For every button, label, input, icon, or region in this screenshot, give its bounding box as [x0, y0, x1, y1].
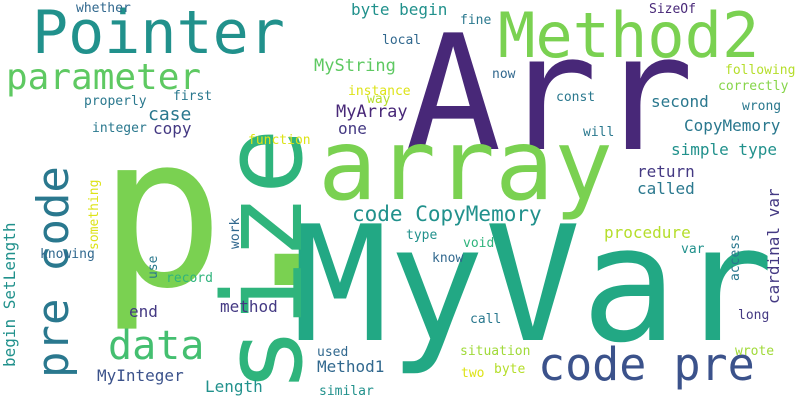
word-var: var	[681, 242, 705, 257]
word-record: record	[166, 271, 213, 286]
word-integer: integer	[92, 121, 147, 136]
word-work: work	[228, 217, 243, 249]
word-something: something	[87, 179, 102, 250]
word-mystring: MyString	[314, 56, 396, 76]
word-simple-type: simple type	[671, 140, 777, 159]
word-first: first	[173, 89, 213, 104]
word-access: access	[728, 234, 743, 281]
word-situation: situation	[460, 344, 531, 359]
word-following: following	[725, 63, 796, 78]
word-return: return	[637, 162, 695, 181]
word-correctly: correctly	[718, 79, 789, 94]
word-function: function	[248, 133, 311, 148]
word-knowing: knowing	[40, 247, 95, 262]
word-used: used	[317, 345, 349, 360]
word-will: will	[583, 125, 615, 140]
word-myvar: MyVar	[292, 191, 774, 378]
word-call: call	[470, 312, 502, 327]
word-now: now	[492, 67, 516, 82]
word-method: method	[220, 297, 278, 316]
word-two: two	[461, 366, 485, 381]
word-long: long	[738, 308, 770, 323]
word-one: one	[338, 119, 367, 138]
word-pre-code: pre code	[28, 166, 79, 378]
word-local: local	[382, 33, 422, 48]
word-myarray: MyArray	[336, 102, 408, 122]
word-length: Length	[205, 377, 263, 396]
word-way: way	[367, 92, 391, 107]
word-properly: properly	[84, 94, 147, 109]
word-called: called	[637, 179, 695, 198]
word-type: type	[406, 228, 438, 243]
word-wrong: wrong	[742, 99, 782, 114]
word-wrote: wrote	[735, 344, 775, 359]
word-arr: Arr	[405, 0, 694, 187]
word-begin-setlength: begin SetLength	[0, 222, 19, 368]
word-code-copymemory: code CopyMemory	[352, 202, 542, 226]
word-copymemory: CopyMemory	[684, 116, 781, 135]
word-byte: byte	[494, 362, 526, 377]
word-data: data	[108, 323, 205, 369]
word-size: size	[199, 128, 327, 393]
word-p: p.	[98, 90, 351, 335]
word-myinteger: MyInteger	[97, 366, 184, 385]
word-parameter: parameter	[6, 57, 202, 98]
word-end: end	[129, 302, 158, 321]
word-use: use	[146, 255, 161, 279]
word-copy: copy	[153, 119, 192, 138]
word-similar: similar	[319, 384, 374, 399]
word-byte-begin: byte begin	[351, 0, 448, 19]
word-second: second	[651, 92, 709, 111]
word-pointer: Pointer	[32, 0, 285, 68]
word-method2: Method2	[498, 0, 760, 72]
word-sizeof: SizeOf	[649, 2, 696, 17]
word-method1: Method1	[317, 357, 385, 376]
word-const: const	[556, 90, 596, 105]
word-whether: whether	[76, 1, 131, 16]
word-array: array	[318, 109, 614, 223]
word-cardinal-var: cardinal var	[764, 188, 783, 304]
word-instance: instance	[348, 84, 411, 99]
word-code-pre: code pre	[538, 338, 755, 391]
word-void: void	[463, 236, 495, 251]
word-know: know	[432, 251, 464, 266]
word-case: case	[148, 104, 192, 125]
word-fine: fine	[460, 13, 492, 28]
word-procedure: procedure	[604, 223, 691, 242]
